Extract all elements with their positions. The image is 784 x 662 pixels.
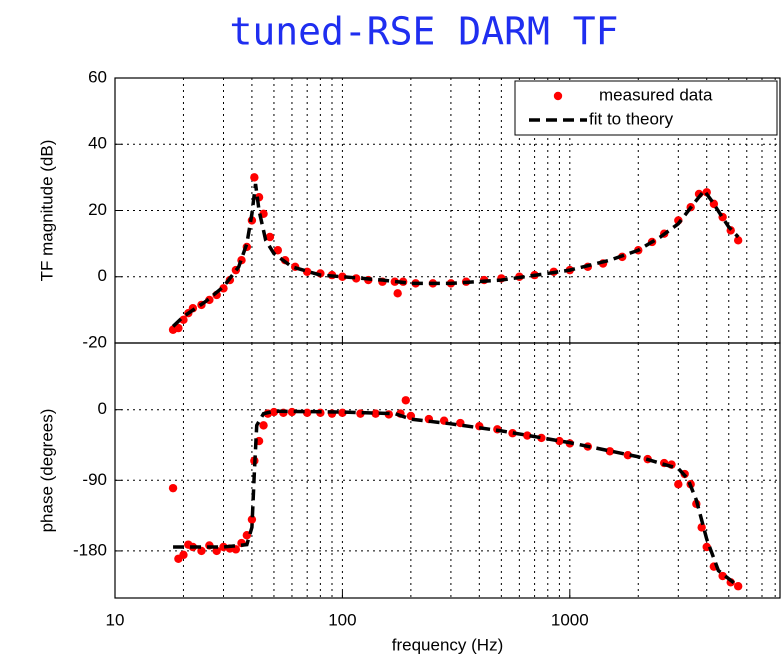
plot-frame <box>114 342 781 599</box>
data-point <box>393 289 402 298</box>
legend-box <box>514 80 778 136</box>
data-point <box>179 315 188 325</box>
x-axis-label: frequency (Hz) <box>392 635 503 654</box>
data-point <box>247 515 257 524</box>
y-tick-label: 60 <box>88 67 107 86</box>
data-point <box>168 483 178 493</box>
data-point <box>273 246 283 255</box>
y-tick-label: 0 <box>98 266 107 285</box>
data-point <box>401 396 410 405</box>
legend-label: fit to theory <box>589 109 674 128</box>
data-point <box>269 407 279 417</box>
fit-line <box>173 409 740 588</box>
data-point <box>338 272 347 281</box>
data-point <box>605 447 615 456</box>
data-point <box>697 523 706 532</box>
data-point <box>523 431 532 440</box>
data-point <box>259 421 268 430</box>
data-point <box>265 232 275 242</box>
data-point <box>674 480 683 489</box>
data-point <box>371 409 380 418</box>
data-point <box>390 277 400 286</box>
data-point <box>718 571 727 581</box>
y-tick-label: 20 <box>88 200 107 219</box>
x-tick-label: 100 <box>328 610 356 629</box>
data-point <box>733 582 743 591</box>
chart-title: tuned-RSE DARM TF <box>230 10 619 54</box>
y-axis-label: TF magnitude (dB) <box>37 140 56 282</box>
data-point <box>179 550 188 560</box>
data-point <box>197 546 206 556</box>
legend-label: measured data <box>599 85 713 104</box>
data-point <box>302 408 312 418</box>
x-tick-label: 1000 <box>551 610 589 629</box>
data-point <box>212 546 221 556</box>
y-axis-label: phase (degrees) <box>37 409 56 533</box>
data-point <box>733 236 743 245</box>
y-tick-label: -180 <box>73 540 107 559</box>
data-point <box>508 429 517 438</box>
y-tick-label: 0 <box>98 399 107 418</box>
data-point <box>174 323 183 333</box>
x-tick-label: 10 <box>106 610 125 629</box>
data-point <box>219 542 228 552</box>
data-point <box>338 408 347 418</box>
legend-swatch <box>553 91 563 101</box>
y-tick-label: -20 <box>82 332 107 351</box>
data-point <box>623 451 633 460</box>
y-tick-label: 40 <box>88 134 107 153</box>
fit-line <box>171 183 740 328</box>
y-tick-label: -90 <box>82 470 107 489</box>
data-point <box>250 173 259 182</box>
